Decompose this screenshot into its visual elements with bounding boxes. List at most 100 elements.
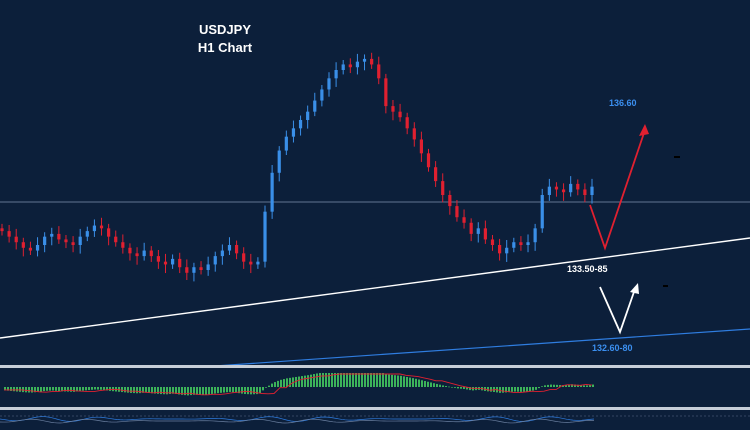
oscillator-bar — [466, 387, 468, 390]
oscillator-bar — [310, 374, 312, 387]
oscillator-bar — [103, 387, 105, 391]
candle-body — [490, 239, 495, 245]
oscillator-bar — [259, 387, 261, 394]
candle-body — [21, 242, 25, 248]
oscillator-bar — [532, 387, 534, 391]
oscillator-bar — [226, 387, 228, 393]
oscillator-bar — [7, 387, 9, 391]
oscillator-bar — [280, 379, 282, 387]
candle-body — [14, 236, 18, 243]
candle-body — [334, 70, 338, 79]
candle-body — [505, 247, 509, 254]
oscillator-bar — [343, 373, 345, 387]
candle-body — [370, 58, 374, 65]
oscillator-bar — [316, 373, 318, 387]
oscillator-bar — [574, 384, 576, 387]
oscillator-bar — [277, 380, 279, 387]
oscillator-bar — [22, 387, 24, 393]
oscillator-bar — [433, 383, 435, 387]
oscillator-bar — [145, 387, 147, 393]
candle-body — [213, 256, 217, 265]
candle-body — [569, 183, 573, 193]
oscillator-panel — [4, 373, 594, 396]
oscillator-bar — [283, 379, 285, 387]
candle-body — [234, 245, 239, 254]
oscillator-bar — [424, 380, 426, 387]
oscillator-bar — [535, 387, 537, 390]
oscillator-bar — [583, 385, 585, 387]
candle-body — [327, 78, 331, 90]
candle-body — [377, 64, 381, 79]
oscillator-bar — [244, 387, 246, 395]
panel-separator — [0, 365, 750, 368]
oscillator-bar — [508, 387, 510, 393]
oscillator-bar — [229, 387, 231, 392]
candle-body — [348, 64, 352, 68]
oscillator-bar — [337, 373, 339, 387]
oscillator-bar — [181, 387, 183, 395]
blue-trendline — [214, 328, 750, 367]
oscillator-bar — [451, 387, 453, 388]
oscillator-bar — [76, 387, 78, 392]
oscillator-bar — [34, 387, 36, 393]
oscillator-bar — [418, 379, 420, 387]
oscillator-bar — [250, 387, 252, 395]
oscillator-bar — [436, 383, 438, 387]
oscillator-bar — [220, 387, 222, 393]
candle-body — [99, 225, 104, 229]
oscillator-bar — [412, 378, 414, 387]
oscillator-bar — [568, 384, 570, 387]
oscillator-bar — [325, 373, 327, 387]
oscillator-bar — [313, 374, 315, 387]
candle-body — [554, 186, 559, 190]
oscillator-bar — [154, 387, 156, 394]
oscillator-bar — [217, 387, 219, 394]
candle-body — [419, 139, 423, 154]
oscillator-bar — [172, 387, 174, 394]
oscillator-bar — [94, 387, 96, 390]
candle-body — [163, 261, 168, 265]
candle-body — [242, 253, 246, 262]
white-arrowhead — [630, 283, 639, 294]
oscillator-bar — [67, 387, 69, 392]
candle-body — [284, 136, 288, 151]
candle-body — [462, 217, 466, 223]
oscillator-bar — [91, 387, 93, 390]
oscillator-bar — [538, 387, 540, 389]
oscillator-bar — [157, 387, 159, 394]
oscillator-bar — [304, 375, 306, 387]
candle-body — [412, 128, 416, 140]
candle-body — [43, 236, 47, 245]
oscillator-bar — [25, 387, 27, 393]
oscillator-bar — [571, 384, 573, 387]
candle-body — [547, 186, 551, 195]
red-arrowhead — [639, 124, 649, 136]
candle-body — [469, 222, 473, 234]
candle-body — [448, 195, 452, 207]
oscillator-bar — [88, 387, 90, 391]
oscillator-bar — [160, 387, 162, 395]
oscillator-bar — [148, 387, 150, 393]
candle-body — [171, 258, 175, 265]
oscillator-bar — [511, 387, 513, 392]
oscillator-bar — [178, 387, 180, 395]
oscillator-bar — [13, 387, 15, 392]
candle-body — [270, 172, 274, 212]
candle-body — [455, 206, 459, 218]
oscillator-bar — [43, 387, 45, 392]
candle-body — [526, 242, 530, 245]
oscillator-bar — [289, 377, 291, 387]
chart-subtitle: H1 Chart — [197, 40, 253, 55]
oscillator-bar — [427, 381, 429, 387]
oscillator-bar — [187, 387, 189, 396]
oscillator-bar — [175, 387, 177, 395]
candle-body — [434, 167, 438, 182]
candle-body — [28, 247, 33, 251]
candle-body — [391, 106, 395, 112]
oscillator-bar — [151, 387, 153, 394]
candle-body — [135, 253, 139, 257]
candle-body — [313, 100, 317, 112]
oscillator-bar — [523, 387, 525, 392]
